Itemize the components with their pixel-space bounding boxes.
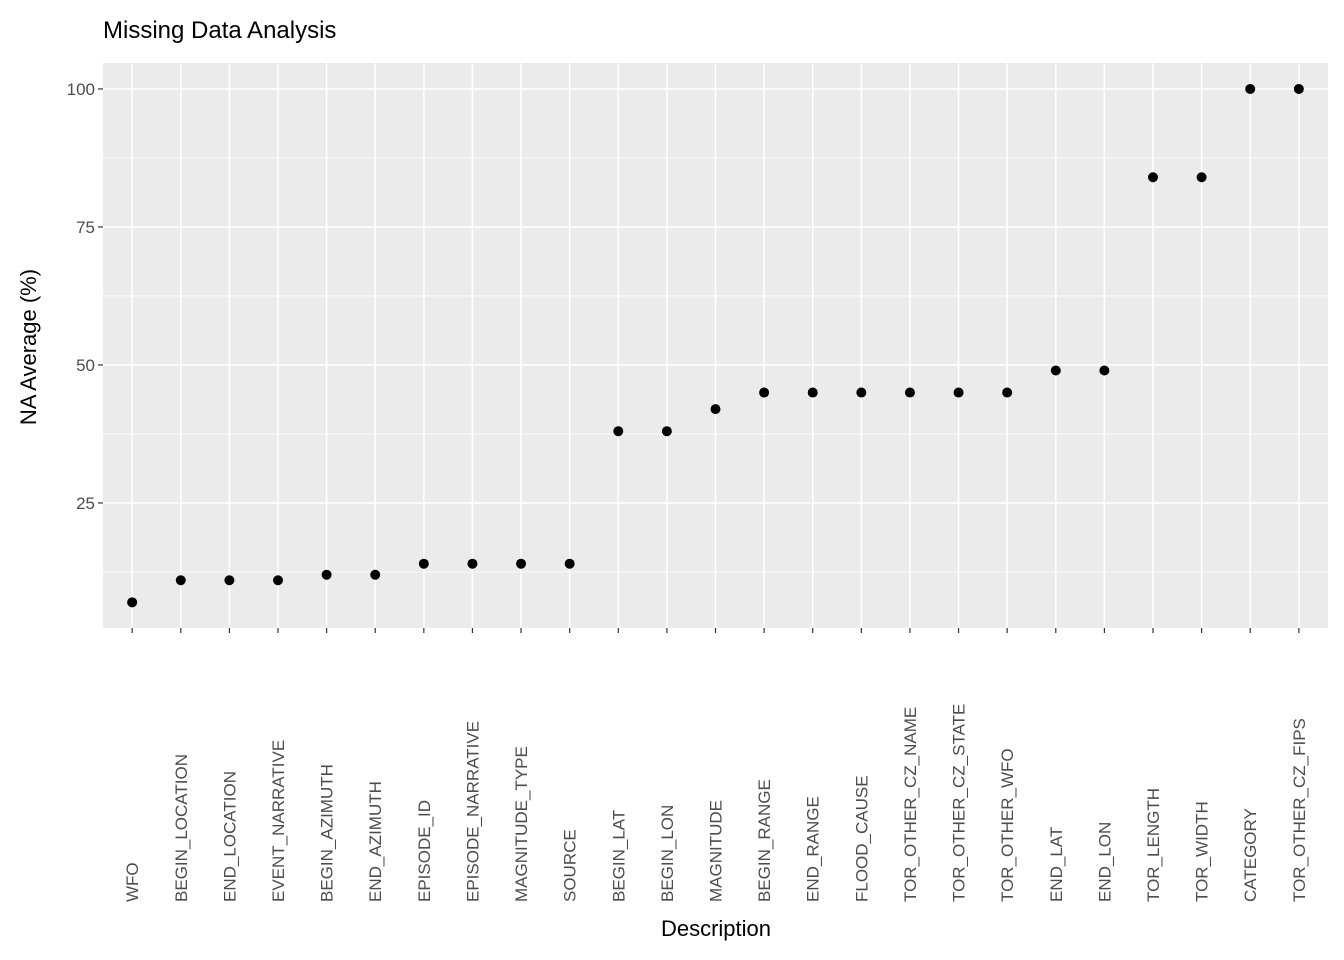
y-axis-title: NA Average (%) (16, 269, 41, 425)
x-tick-label: END_LON (1095, 822, 1114, 902)
grid (103, 63, 1328, 628)
point (273, 575, 283, 586)
point (370, 569, 381, 580)
x-tick-label: TOR_LENGTH (1144, 788, 1163, 902)
x-tick-label: SOURCE (561, 829, 580, 902)
point (418, 558, 429, 569)
x-tick-label: BEGIN_LON (658, 805, 677, 902)
point (1245, 83, 1256, 94)
x-tick-label: TOR_OTHER_CZ_STATE (950, 704, 969, 902)
y-tick-label: 75 (76, 218, 95, 237)
point (1002, 387, 1013, 398)
point (856, 387, 867, 398)
point (710, 404, 721, 415)
point (564, 558, 575, 569)
point (1196, 172, 1207, 183)
point (661, 426, 672, 437)
chart-title: Missing Data Analysis (103, 17, 336, 44)
x-tick-label: BEGIN_LOCATION (172, 754, 191, 902)
point (953, 387, 964, 398)
x-tick-label: BEGIN_RANGE (755, 779, 774, 902)
x-tick-label: EPISODE_NARRATIVE (463, 721, 482, 902)
point (516, 558, 527, 569)
x-tick-label: TOR_OTHER_CZ_FIPS (1290, 718, 1309, 902)
x-tick-label: FLOOD_CAUSE (852, 775, 871, 902)
point (127, 597, 138, 608)
x-tick-label: END_LOCATION (220, 771, 239, 902)
point (1148, 172, 1158, 183)
x-tick-label: EPISODE_ID (415, 800, 434, 902)
x-axis-title: Description (661, 916, 771, 941)
x-tick-label: BEGIN_LAT (609, 810, 628, 902)
point (613, 426, 624, 437)
x-tick-label: END_LAT (1047, 827, 1066, 902)
y-tick-label: 50 (76, 356, 95, 375)
point (467, 558, 478, 569)
x-tick-label: END_AZIMUTH (366, 781, 385, 902)
point (807, 387, 818, 398)
point (1099, 365, 1110, 376)
x-tick-label: MAGNITUDE (707, 800, 726, 902)
point (321, 569, 332, 580)
point (224, 575, 235, 586)
x-tick-label: BEGIN_AZIMUTH (318, 764, 337, 902)
x-tick-label: TOR_OTHER_CZ_NAME (901, 707, 920, 902)
point (759, 387, 770, 398)
point (1050, 365, 1061, 376)
point (1293, 83, 1304, 94)
point (904, 387, 915, 398)
x-tick-label: END_RANGE (804, 796, 823, 902)
x-tick-label: WFO (123, 862, 142, 902)
y-tick-label: 25 (76, 494, 95, 513)
x-tick-label: EVENT_NARRATIVE (269, 740, 288, 902)
x-tick-label: TOR_WIDTH (1193, 801, 1212, 902)
x-tick-label: CATEGORY (1241, 808, 1260, 902)
y-tick-label: 100 (67, 80, 95, 99)
x-tick-label: MAGNITUDE_TYPE (512, 746, 531, 902)
x-tick-label: TOR_OTHER_WFO (998, 748, 1017, 902)
point (175, 575, 186, 586)
